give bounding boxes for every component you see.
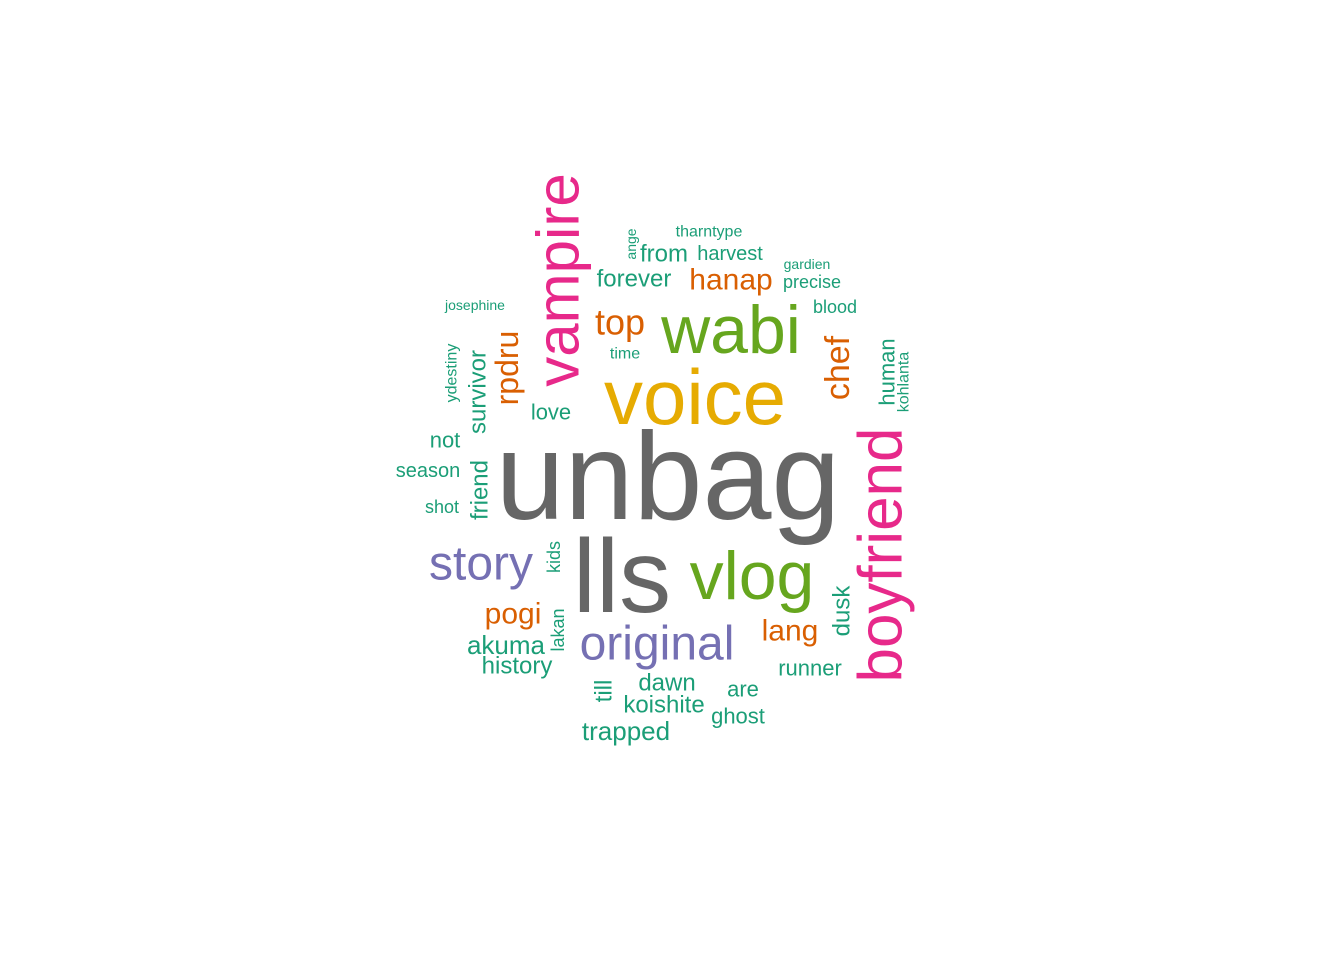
word-are: are: [727, 677, 759, 702]
word-voice: voice: [604, 353, 786, 441]
word-human: human: [875, 338, 900, 405]
word-vampire: vampire: [525, 173, 592, 386]
word-ange: ange: [623, 228, 639, 259]
word-shot: shot: [425, 497, 459, 517]
word-tharntype: tharntype: [676, 224, 743, 241]
word-blood: blood: [813, 297, 857, 317]
word-harvest: harvest: [697, 243, 763, 265]
word-dawn: dawn: [638, 670, 695, 697]
word-hanap: hanap: [689, 264, 772, 297]
word-gardien: gardien: [784, 256, 831, 272]
word-forever: forever: [597, 266, 672, 293]
word-season: season: [396, 460, 461, 482]
word-chef: chef: [819, 335, 857, 400]
word-trapped: trapped: [582, 716, 670, 746]
word-unbag: unbag: [496, 408, 841, 546]
word-josephine: josephine: [444, 297, 505, 313]
word-rpdru: rpdru: [489, 331, 525, 406]
word-history: history: [482, 653, 553, 680]
word-survivor: survivor: [465, 350, 492, 434]
word-vlog: vlog: [690, 538, 815, 614]
word-time: time: [610, 346, 640, 363]
word-kids: kids: [544, 541, 564, 573]
word-till: till: [591, 680, 618, 703]
word-akuma: akuma: [467, 630, 546, 660]
word-wabi: wabi: [660, 292, 801, 368]
word-pogi: pogi: [485, 598, 542, 631]
word-friend: friend: [467, 460, 494, 520]
word-runner: runner: [778, 656, 842, 681]
word-top: top: [595, 302, 645, 343]
word-lls: lls: [573, 519, 671, 635]
word-not: not: [430, 428, 461, 453]
word-dusk: dusk: [829, 585, 856, 637]
word-lakan: lakan: [548, 608, 568, 651]
word-precise: precise: [783, 272, 841, 292]
word-original: original: [580, 618, 735, 671]
word-story: story: [429, 538, 533, 591]
word-love: love: [531, 400, 571, 425]
word-ydestiny: ydestiny: [444, 344, 461, 403]
word-koishite: koishite: [623, 692, 704, 719]
word-from: from: [640, 241, 688, 268]
word-boyfriend: boyfriend: [847, 427, 916, 682]
word-kohlanta: kohlanta: [896, 352, 913, 413]
word-lang: lang: [762, 615, 819, 648]
word-ghost: ghost: [711, 704, 765, 729]
